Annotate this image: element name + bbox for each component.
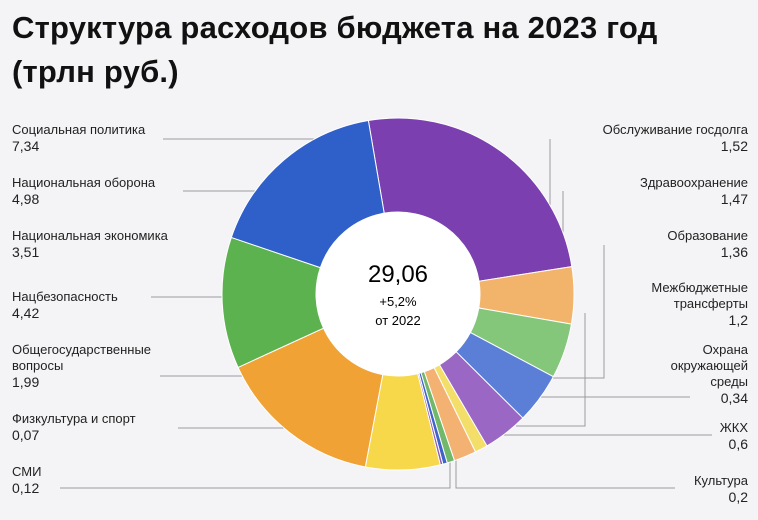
leader-line-13 <box>455 452 675 489</box>
label-transfers-name-1: Межбюджетные <box>651 280 748 295</box>
label-culture-value: 0,2 <box>728 489 748 505</box>
label-housing-value: 0,6 <box>728 436 748 452</box>
label-social-value: 7,34 <box>12 138 40 154</box>
label-debt-value: 1,52 <box>720 138 748 154</box>
label-transfers: Межбюджетные трансферты 1,2 <box>651 280 748 329</box>
label-media: СМИ 0,12 <box>12 464 41 497</box>
label-security: Нацбезопасность 4,42 <box>12 289 118 322</box>
label-social: Социальная политика 7,34 <box>12 122 145 155</box>
label-economy: Национальная экономика 3,51 <box>12 228 168 261</box>
label-housing-name: ЖКХ <box>719 420 748 435</box>
label-education-value: 1,36 <box>720 244 748 260</box>
label-transfers-name-2: трансферты <box>673 296 748 311</box>
label-economy-value: 3,51 <box>12 244 40 260</box>
donut-segments <box>221 117 575 471</box>
label-environment-name-3: среды <box>710 374 748 389</box>
label-health: Здравоохранение 1,47 <box>640 175 748 208</box>
chart-title: Структура расходов бюджета на 2023 год (… <box>12 6 742 94</box>
label-health-name: Здравоохранение <box>639 175 748 190</box>
segment-13 <box>230 119 385 269</box>
label-education-name: Образование <box>667 228 748 243</box>
center-label: 29,06 +5,2% от 2022 <box>368 261 428 328</box>
label-environment: Охрана окружающей среды 0,34 <box>671 342 748 407</box>
leader-line-10 <box>516 313 586 427</box>
label-debt: Обслуживание госдолга 1,52 <box>603 122 748 155</box>
center-change: +5,2% <box>379 294 417 309</box>
label-culture: Культура 0,2 <box>694 473 748 506</box>
donut-hole <box>316 212 480 376</box>
center-note: от 2022 <box>375 313 420 328</box>
center-total: 29,06 <box>368 261 428 288</box>
label-sport-value: 0,07 <box>12 427 40 443</box>
label-health-value: 1,47 <box>720 191 748 207</box>
label-education: Образование 1,36 <box>667 228 748 261</box>
label-economy-name: Национальная экономика <box>12 228 168 243</box>
label-environment-name-2: окружающей <box>670 358 748 373</box>
label-general-name-1: Общегосударственные <box>12 342 152 357</box>
label-media-name: СМИ <box>12 464 42 479</box>
label-environment-name-1: Охрана <box>702 342 748 357</box>
label-general: Общегосударственные вопросы 1,99 <box>12 342 151 391</box>
label-general-name-2: вопросы <box>12 358 64 373</box>
label-culture-name: Культура <box>693 473 748 488</box>
label-environment-value: 0,34 <box>720 390 748 406</box>
label-general-value: 1,99 <box>12 374 40 390</box>
leader-line-9 <box>532 245 605 379</box>
label-defense-name: Национальная оборона <box>12 175 156 190</box>
label-sport-name: Физкультура и спорт <box>12 411 136 426</box>
label-security-value: 4,42 <box>12 305 40 321</box>
label-debt-name: Обслуживание госдолга <box>602 122 748 137</box>
label-defense: Национальная оборона 4,98 <box>12 175 155 208</box>
label-security-name: Нацбезопасность <box>12 289 118 304</box>
chart-title-line-2: (трлн руб.) <box>12 54 179 89</box>
label-defense-value: 4,98 <box>12 191 40 207</box>
chart-title-line-1: Структура расходов бюджета на 2023 год <box>12 10 658 45</box>
label-sport: Физкультура и спорт 0,07 <box>12 411 136 444</box>
label-media-value: 0,12 <box>12 480 40 496</box>
label-social-name: Социальная политика <box>12 122 146 137</box>
label-housing: ЖКХ 0,6 <box>720 420 748 453</box>
label-transfers-value: 1,2 <box>728 312 748 328</box>
